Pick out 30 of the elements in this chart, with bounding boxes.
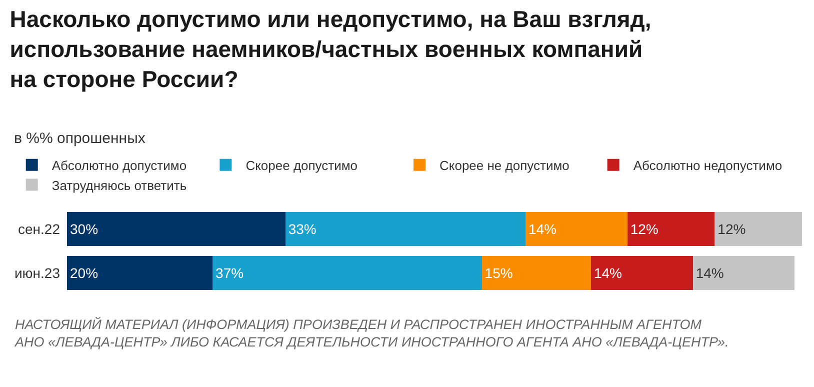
data-label: 12% [630,221,658,237]
data-label: 15% [484,265,513,281]
legend-label: Затрудняюсь ответить [52,178,187,193]
legend-label: Скорее не допустимо [440,158,570,173]
data-label: 37% [216,265,244,281]
bar [285,212,526,246]
bar [714,212,802,246]
data-label: 20% [70,265,98,281]
bar [212,256,482,290]
data-label: 33% [288,221,316,237]
y-tick-label: сен.22 [18,220,60,237]
chart-title: Насколько допустимо или недопустимо, на Ваш взгляд, использование наемников/частных военных компаний на стороне России? [10,6,652,92]
bar [525,212,628,246]
bar [627,212,715,246]
data-label: 12% [718,221,746,237]
y-tick-label: июн.23 [14,264,60,281]
bar [692,256,795,290]
data-label: 30% [70,221,98,237]
data-label: 14% [594,265,622,281]
bar [590,256,693,290]
text: НАСТОЯЩИЙ МАТЕРИАЛ (ИНФОРМАЦИЯ) ПРОИЗВЕДЕН И РАСПРОСТРАНЕН ИНОСТРАННЫМ АГЕНТОМ АНО «ЛЕВАДА-ЦЕНТР» ЛИБО КАСАЕТСЯ ДЕЯТЕЛЬНОСТИ ИНОСТРАННОГО АГЕНТА АНО «ЛЕВАДА-ЦЕНТР». [14,316,729,350]
legend-label: Скорее допустимо [246,158,358,173]
bar [67,256,213,290]
legend-label: Абсолютно недопустимо [633,158,782,173]
data-label: 14% [696,265,724,281]
bar [67,212,286,246]
legend-label: Абсолютно допустимо [52,158,187,173]
bar [482,256,591,290]
chart-subtitle: в %% опрошенных [14,130,146,147]
data-label: 14% [528,221,556,237]
